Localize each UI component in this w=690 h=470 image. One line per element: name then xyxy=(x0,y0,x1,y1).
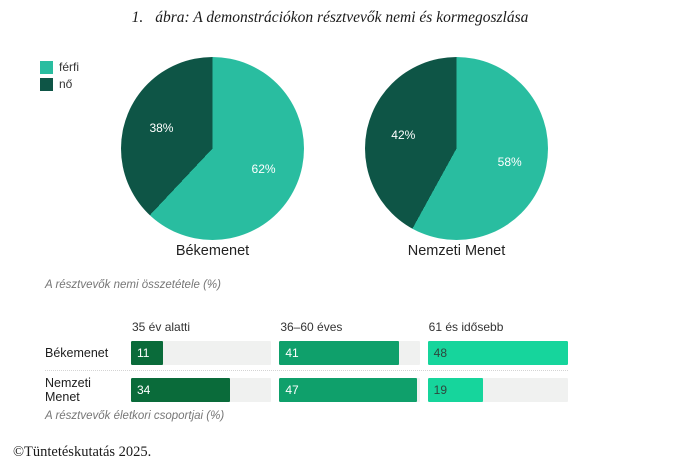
bar-track: 19 xyxy=(427,378,568,402)
row-label-nemzeti-menet: Nemzeti Menet xyxy=(45,376,91,404)
legend: férfi nő xyxy=(40,60,79,94)
legend-label-no: nő xyxy=(59,77,73,91)
page-title: 1. ábra: A demonstrációkon résztvevők nem… xyxy=(0,9,660,27)
legend-item-ferfi: férfi xyxy=(40,60,79,74)
row-separator xyxy=(45,370,568,371)
bar-fill-nemzeti-61-plus: 19 xyxy=(427,378,484,402)
pie-value-label-ferfi: 58% xyxy=(497,155,522,170)
bar-value: 41 xyxy=(285,346,299,360)
pie-title-nemzeti-menet: Nemzeti Menet xyxy=(407,243,506,259)
bar-value: 11 xyxy=(137,346,150,360)
figure-title-text: ábra: A demonstrációkon résztvevők nemi … xyxy=(155,9,529,26)
caption-gender: A résztvevők nemi összetétele (%) xyxy=(45,279,221,291)
column-header-61-plus: 61 és idősebb xyxy=(428,320,504,334)
pie-chart-nemzeti-menet: 58% 42% xyxy=(365,57,548,240)
legend-item-no: nő xyxy=(40,77,79,91)
pie-value-label-ferfi: 62% xyxy=(251,161,276,176)
bar-value: 47 xyxy=(285,383,299,397)
legend-swatch-ferfi xyxy=(40,60,53,74)
pie-title-bekemenet: Békemenet xyxy=(175,243,250,259)
row-label-bekemenet: Békemenet xyxy=(45,346,109,360)
column-header-under-35: 35 év alatti xyxy=(132,320,191,334)
bar-value: 34 xyxy=(137,383,151,397)
bar-track: 48 xyxy=(427,341,568,365)
bar-row-nemzeti-menet: Nemzeti Menet 34 47 19 xyxy=(45,376,568,404)
bar-fill-bekemenet-36-60: 41 xyxy=(279,341,400,365)
bar-fill-nemzeti-under-35: 34 xyxy=(131,378,231,402)
bar-track: 47 xyxy=(279,378,420,402)
figure-number: 1. xyxy=(131,9,144,26)
bar-value: 48 xyxy=(433,346,448,360)
bar-fill-nemzeti-36-60: 47 xyxy=(279,378,417,402)
bar-value: 19 xyxy=(433,383,448,397)
bar-chart-header-row: 35 év alatti 36–60 éves 61 és idősebb xyxy=(45,320,568,334)
caption-age: A résztvevők életkori csoportjai (%) xyxy=(45,410,225,422)
pie-value-label-no: 42% xyxy=(391,127,416,142)
bar-track: 34 xyxy=(131,378,272,402)
legend-label-ferfi: férfi xyxy=(59,60,80,74)
bar-track: 41 xyxy=(279,341,420,365)
bar-fill-bekemenet-under-35: 11 xyxy=(131,341,164,365)
column-header-36-60: 36–60 éves xyxy=(280,320,343,334)
bar-fill-bekemenet-61-plus: 48 xyxy=(427,341,568,365)
pie-value-label-no: 38% xyxy=(149,121,174,136)
pie-chart-bekemenet: 62% 38% xyxy=(121,57,304,240)
bar-chart: 35 év alatti 36–60 éves 61 és idősebb Bé… xyxy=(45,320,568,404)
bar-row-bekemenet: Békemenet 11 41 48 xyxy=(45,341,568,365)
bar-track: 11 xyxy=(131,341,272,365)
legend-swatch-no xyxy=(40,77,53,91)
footer-credit: ©Tüntetéskutatás 2025. xyxy=(13,444,152,460)
